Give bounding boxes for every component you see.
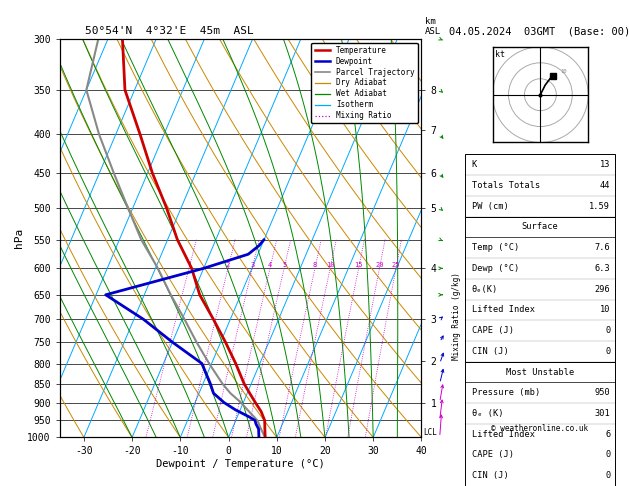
- Text: θₑ(K): θₑ(K): [472, 285, 498, 294]
- Text: CIN (J): CIN (J): [472, 471, 508, 480]
- Text: © weatheronline.co.uk: © weatheronline.co.uk: [491, 424, 588, 434]
- Text: Temp (°C): Temp (°C): [472, 243, 519, 252]
- Text: kt: kt: [496, 50, 506, 59]
- Text: 8: 8: [313, 262, 317, 268]
- Bar: [465, 217, 615, 362]
- Text: Surface: Surface: [522, 223, 559, 231]
- Text: 301: 301: [594, 409, 610, 418]
- Text: CIN (J): CIN (J): [472, 347, 508, 356]
- Text: 10: 10: [326, 262, 335, 268]
- Text: 5: 5: [282, 262, 286, 268]
- Bar: [465, 362, 615, 486]
- Text: 04.05.2024  03GMT  (Base: 00): 04.05.2024 03GMT (Base: 00): [448, 26, 629, 36]
- Text: 13: 13: [600, 160, 610, 169]
- Text: 0: 0: [605, 347, 610, 356]
- Text: Mixing Ratio (g/kg): Mixing Ratio (g/kg): [452, 272, 460, 360]
- Text: Most Unstable: Most Unstable: [506, 367, 574, 377]
- Text: 296: 296: [594, 285, 610, 294]
- Text: Dewp (°C): Dewp (°C): [472, 264, 519, 273]
- Text: 50°54'N  4°32'E  45m  ASL: 50°54'N 4°32'E 45m ASL: [85, 26, 253, 36]
- Text: θₑ (K): θₑ (K): [472, 409, 503, 418]
- Text: 10: 10: [560, 69, 567, 74]
- Text: 0: 0: [605, 326, 610, 335]
- Text: Pressure (mb): Pressure (mb): [472, 388, 540, 397]
- Text: 6: 6: [605, 430, 610, 439]
- Y-axis label: hPa: hPa: [14, 228, 25, 248]
- Text: Totals Totals: Totals Totals: [472, 181, 540, 190]
- Text: 44: 44: [600, 181, 610, 190]
- Text: 15: 15: [354, 262, 363, 268]
- X-axis label: Dewpoint / Temperature (°C): Dewpoint / Temperature (°C): [156, 459, 325, 469]
- Text: 950: 950: [594, 388, 610, 397]
- Text: 0: 0: [605, 451, 610, 459]
- Text: 1: 1: [187, 262, 191, 268]
- Text: PW (cm): PW (cm): [472, 202, 508, 211]
- Text: CAPE (J): CAPE (J): [472, 451, 513, 459]
- Text: 10: 10: [600, 305, 610, 314]
- Text: 6.3: 6.3: [594, 264, 610, 273]
- Text: Lifted Index: Lifted Index: [472, 305, 535, 314]
- Text: 20: 20: [375, 262, 384, 268]
- Text: 25: 25: [392, 262, 400, 268]
- Text: K: K: [472, 160, 477, 169]
- Text: 2: 2: [226, 262, 230, 268]
- Bar: [465, 155, 615, 217]
- Text: 7.6: 7.6: [594, 243, 610, 252]
- Text: 3: 3: [250, 262, 254, 268]
- Text: LCL: LCL: [423, 428, 437, 437]
- Text: 1.59: 1.59: [589, 202, 610, 211]
- Text: 0: 0: [605, 471, 610, 480]
- Text: 4: 4: [268, 262, 272, 268]
- Text: km
ASL: km ASL: [425, 17, 441, 36]
- Text: Lifted Index: Lifted Index: [472, 430, 535, 439]
- Text: CAPE (J): CAPE (J): [472, 326, 513, 335]
- Legend: Temperature, Dewpoint, Parcel Trajectory, Dry Adiabat, Wet Adiabat, Isotherm, Mi: Temperature, Dewpoint, Parcel Trajectory…: [311, 43, 418, 123]
